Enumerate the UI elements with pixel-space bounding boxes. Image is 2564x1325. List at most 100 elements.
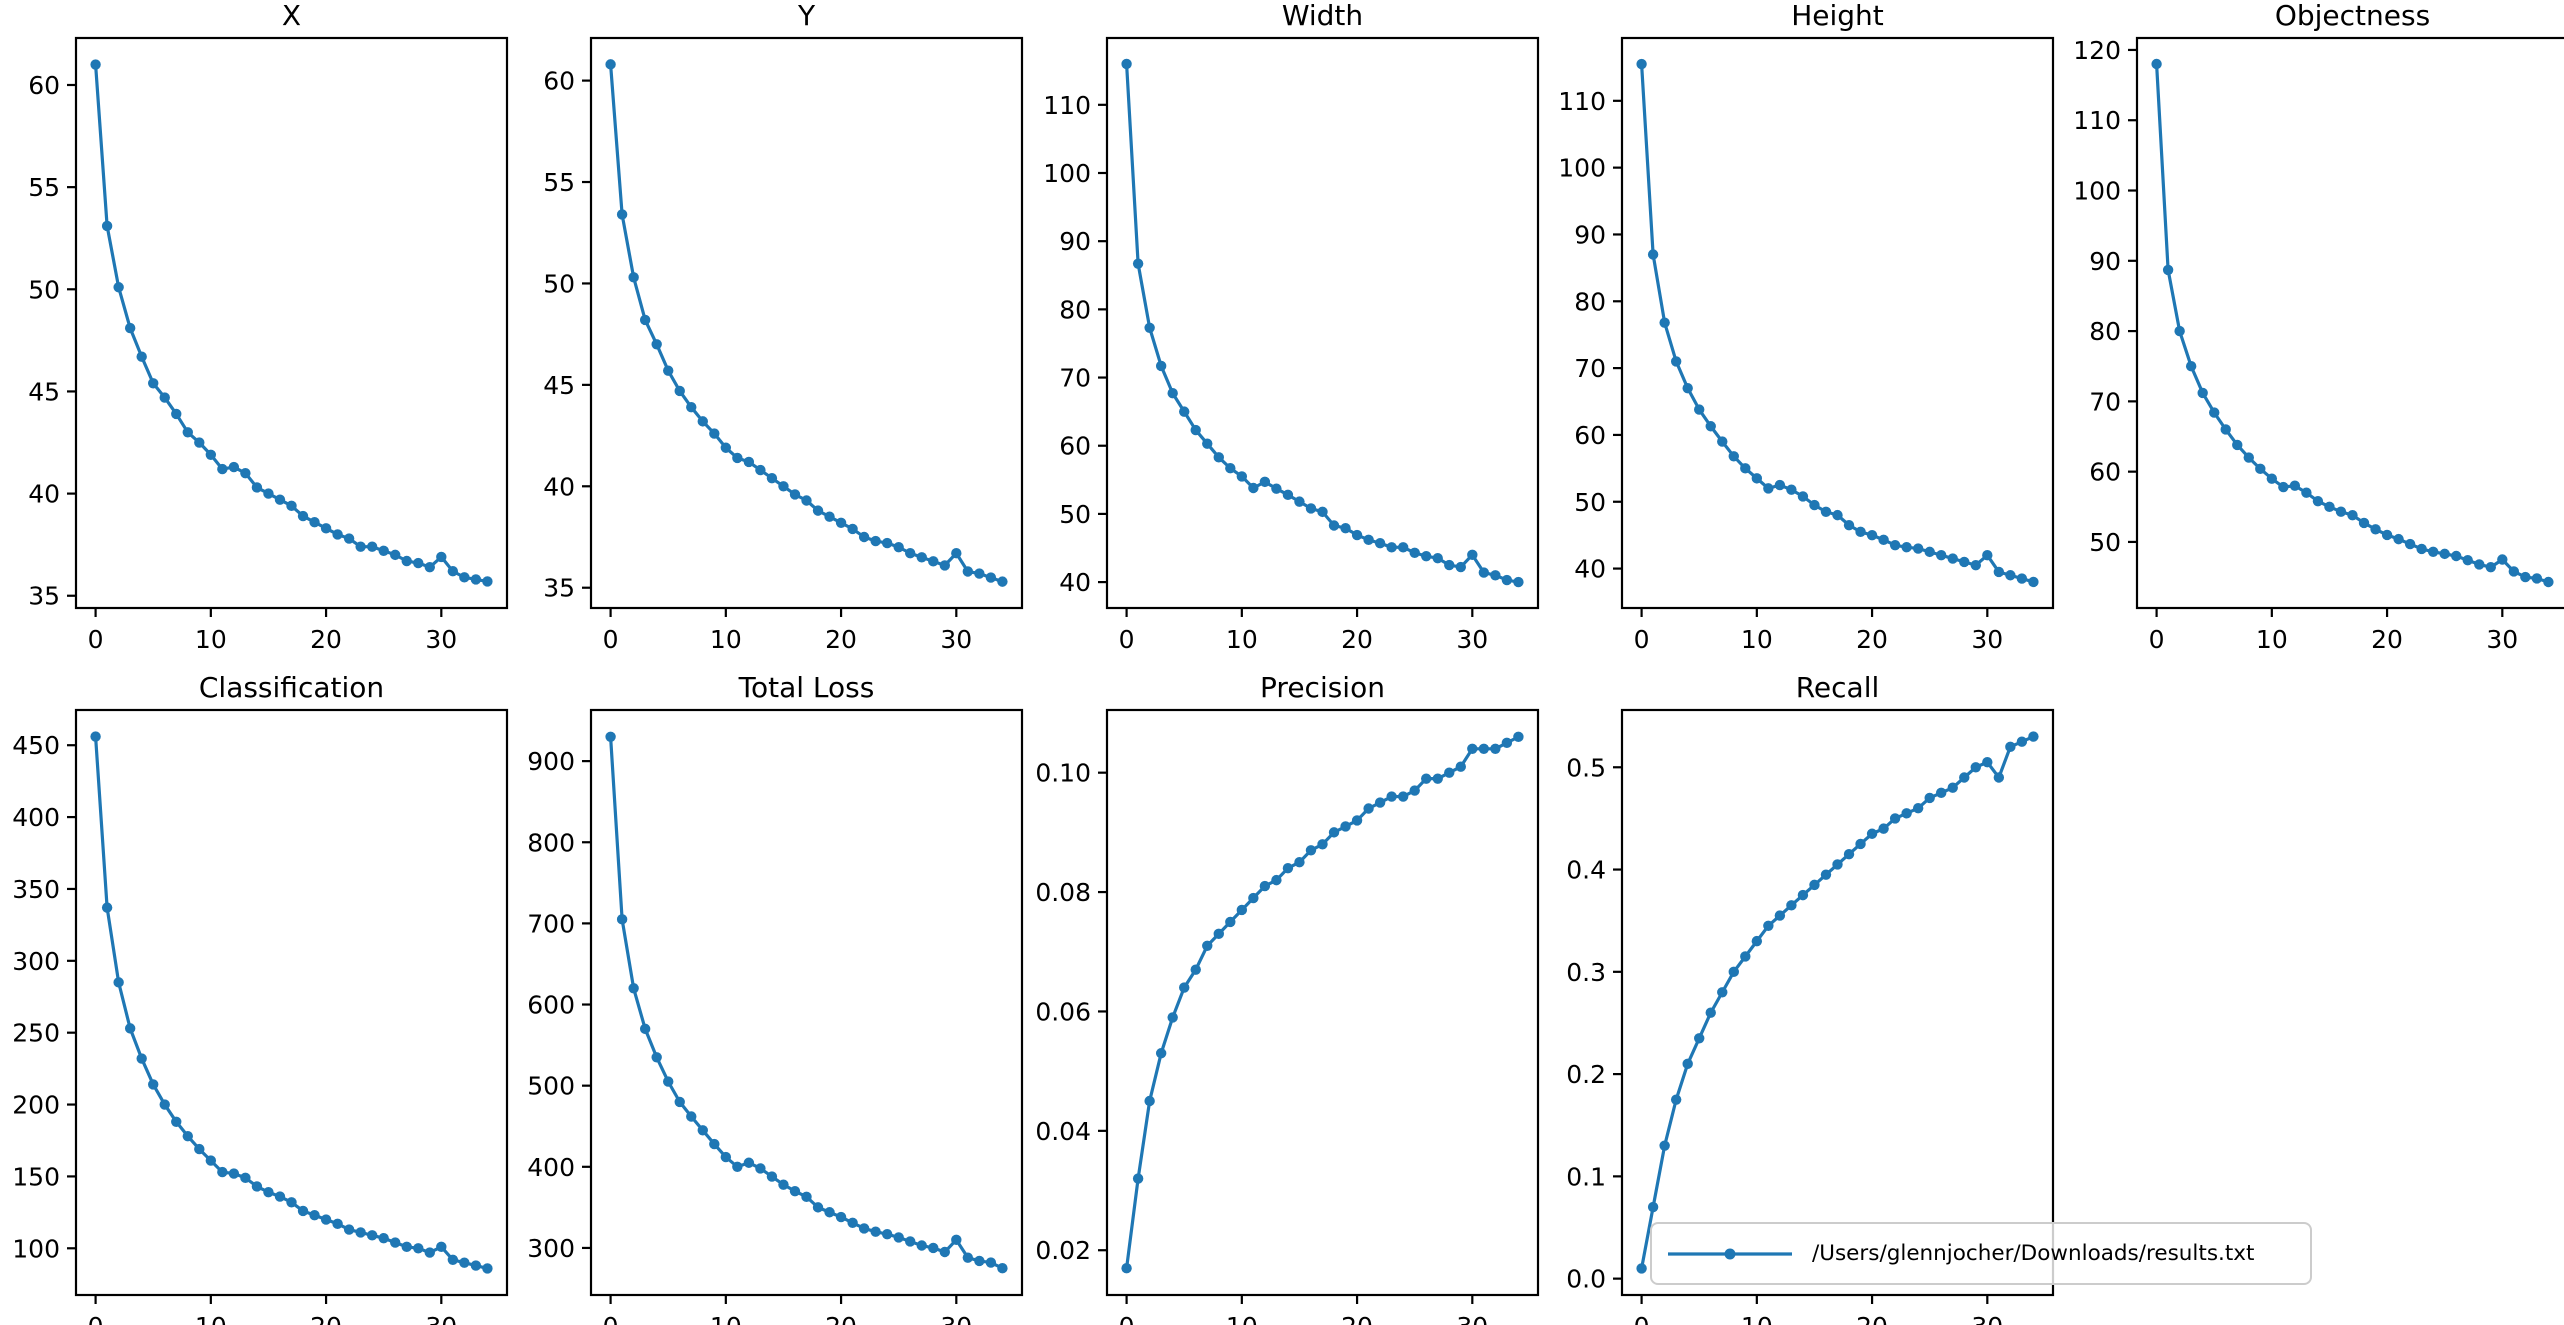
x-tick-label: 20 [1341, 1312, 1373, 1325]
series-marker [2289, 480, 2301, 491]
series-marker [766, 1171, 778, 1182]
series-marker [1305, 845, 1317, 856]
series-marker [835, 1211, 847, 1223]
series-marker [136, 1053, 147, 1064]
series-marker [217, 1166, 228, 1178]
series-marker [1694, 404, 1705, 415]
series-marker [2266, 473, 2278, 484]
series-marker [663, 1076, 674, 1087]
axes-frame [1620, 708, 2055, 1297]
series-marker [1970, 762, 1981, 773]
series-marker [1717, 436, 1728, 447]
subplot-classification: Classification 100 150 200 250 300 350 400 450 0 1… [12, 671, 509, 1325]
series-marker [482, 576, 493, 587]
series-marker [1478, 743, 1490, 755]
series-marker [194, 1143, 205, 1155]
series-markers [1121, 731, 1524, 1274]
subplot-title: X [282, 0, 301, 32]
series-marker [355, 541, 366, 552]
series-marker [881, 537, 893, 549]
series-marker [217, 463, 228, 475]
y-tick-label: 45 [543, 371, 575, 400]
series-marker [1763, 920, 1774, 931]
series-marker [101, 902, 113, 913]
series-marker [720, 442, 732, 453]
series-marker [1294, 496, 1305, 507]
x-tick-label: 20 [1856, 625, 1888, 654]
x-tick-label: 10 [1226, 625, 1258, 654]
x-tick-label: 10 [1226, 1312, 1258, 1325]
series-marker [1636, 58, 1647, 70]
series-marker [858, 531, 870, 543]
series-marker [1728, 966, 1739, 978]
y-tick-label: 400 [527, 1153, 575, 1182]
series-marker [812, 1202, 824, 1213]
y-tick-label: 110 [1043, 91, 1091, 120]
series-marker [1993, 566, 2005, 578]
series-marker [401, 1241, 412, 1253]
series-marker [459, 1257, 470, 1268]
x-tick-label: 30 [1456, 1312, 1488, 1325]
y-tick-label: 90 [1059, 227, 1091, 256]
series-marker [2028, 731, 2039, 742]
series-marker [320, 523, 332, 534]
series-marker [1409, 785, 1420, 796]
series-marker [2278, 481, 2289, 493]
series-marker [824, 1207, 835, 1218]
series-marker [1947, 782, 1958, 793]
series-marker [974, 568, 985, 579]
y-tick-label: 40 [28, 480, 60, 509]
y-tick-label: 50 [2089, 528, 2121, 557]
series-marker [424, 1247, 435, 1258]
series-marker [2370, 524, 2381, 535]
series-marker [824, 511, 835, 522]
x-tick-label: 20 [825, 1312, 857, 1325]
series-marker [1959, 556, 1970, 568]
series-marker [1797, 889, 1809, 901]
series-marker [1670, 356, 1682, 367]
subplot-title: Objectness [2275, 0, 2430, 32]
series-marker [1982, 550, 1993, 561]
series-marker [205, 449, 217, 460]
series-marker [686, 1111, 697, 1122]
series-marker [1213, 452, 1224, 463]
series-marker [2520, 571, 2531, 583]
series-marker [778, 1179, 789, 1190]
y-tick-label: 700 [527, 909, 575, 938]
series-marker [1878, 823, 1889, 834]
series-marker [1167, 1012, 1178, 1023]
series-marker [1351, 529, 1363, 541]
series-marker [1763, 483, 1774, 494]
series-marker [1774, 479, 1786, 491]
series-marker [686, 401, 697, 413]
subplot-title: Height [1791, 0, 1884, 32]
legend-sample-marker [1724, 1248, 1736, 1259]
series-marker [2162, 264, 2174, 276]
series-marker [616, 209, 628, 220]
series-marker [1421, 550, 1432, 562]
x-tick-label: 0 [2149, 625, 2165, 654]
series-marker [1866, 529, 1878, 541]
series-marker [1225, 463, 1236, 474]
y-tick-label: 60 [543, 67, 575, 96]
subplot-height: Height 40 50 60 70 80 90 100 110 0 10 20 30 [1558, 0, 2055, 654]
series-marker [2005, 741, 2016, 753]
series-marker [1751, 935, 1763, 947]
series-marker [1282, 489, 1294, 501]
series-marker [1513, 576, 1524, 588]
series-marker [1294, 857, 1305, 868]
series-marker [1659, 1140, 1670, 1151]
y-tick-label: 55 [543, 168, 575, 197]
y-tick-label: 60 [1059, 432, 1091, 461]
series-marker [2347, 510, 2358, 521]
series-marker [789, 1185, 801, 1197]
legend-line-sample [1668, 1248, 1792, 1259]
series-marker [674, 1096, 685, 1108]
series-marker [171, 1116, 182, 1127]
series-marker [136, 351, 147, 362]
series-marker [997, 576, 1008, 587]
series-marker [1421, 773, 1432, 784]
subplot-title: Classification [199, 671, 384, 704]
axes-frame [2135, 36, 2564, 610]
